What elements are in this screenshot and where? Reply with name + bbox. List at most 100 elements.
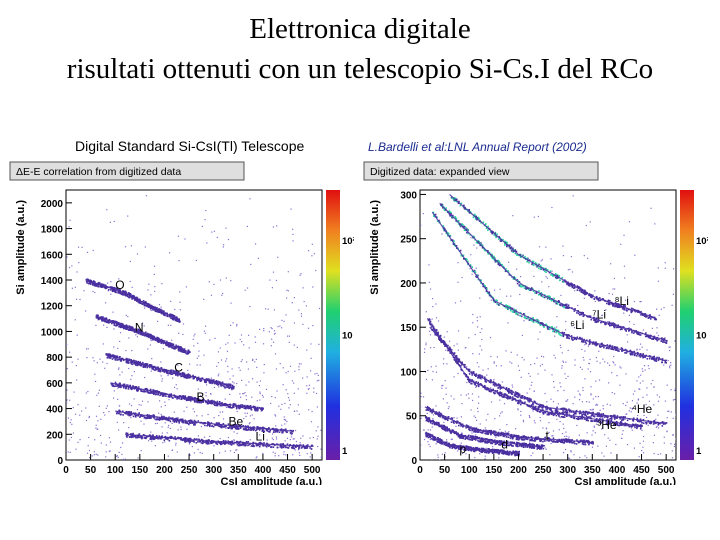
data-point (154, 436, 157, 439)
data-point (133, 329, 135, 331)
data-point (213, 382, 216, 385)
data-point (495, 236, 497, 239)
data-point (147, 306, 150, 308)
noise-point (472, 313, 474, 316)
noise-point (620, 367, 622, 369)
noise-point (131, 375, 133, 377)
data-point (215, 383, 218, 385)
data-point (567, 307, 569, 309)
noise-point (592, 408, 594, 411)
noise-point (625, 373, 627, 375)
noise-point (431, 459, 433, 460)
data-point (262, 444, 264, 447)
data-point (487, 225, 490, 228)
noise-point (193, 335, 195, 337)
data-point (137, 300, 139, 303)
noise-point (69, 399, 71, 401)
noise-point (273, 309, 276, 311)
noise-point (621, 433, 623, 435)
data-point (284, 428, 286, 431)
noise-point (272, 451, 274, 453)
noise-point (431, 379, 434, 381)
noise-point (590, 394, 592, 396)
data-point (524, 255, 526, 258)
noise-point (468, 337, 470, 339)
data-point (172, 419, 174, 422)
data-point (95, 316, 98, 319)
noise-point (602, 405, 604, 407)
data-point (99, 318, 101, 320)
data-point (306, 444, 309, 446)
data-point (185, 376, 187, 379)
noise-point (636, 380, 638, 382)
noise-point (239, 369, 241, 371)
data-point (229, 425, 231, 428)
noise-point (227, 371, 229, 373)
data-point (120, 292, 123, 295)
noise-point (70, 436, 72, 439)
noise-point (106, 405, 108, 407)
data-point (503, 240, 506, 243)
noise-point (140, 449, 142, 452)
noise-point (590, 393, 592, 395)
series-line (105, 354, 234, 388)
data-point (181, 375, 184, 377)
data-point (156, 306, 158, 309)
noise-point (121, 453, 123, 456)
data-point (128, 362, 130, 364)
data-point (123, 383, 126, 386)
data-point (187, 376, 190, 379)
noise-point (127, 315, 129, 318)
data-point (222, 439, 225, 442)
data-point (540, 295, 543, 297)
noise-point (601, 428, 603, 430)
noise-point (209, 435, 211, 438)
data-point (182, 372, 185, 375)
data-point (205, 401, 207, 403)
data-point (125, 410, 128, 413)
noise-point (287, 271, 289, 273)
noise-point (518, 369, 521, 371)
noise-point (548, 431, 550, 434)
data-point (216, 424, 219, 427)
data-point (150, 364, 153, 366)
noise-point (590, 386, 592, 388)
data-point (276, 446, 279, 449)
data-point (158, 341, 160, 343)
noise-point (656, 308, 658, 310)
data-point (126, 295, 129, 298)
data-point (451, 216, 453, 219)
data-point (108, 357, 111, 359)
noise-point (204, 325, 207, 327)
noise-point (271, 437, 273, 439)
noise-point (196, 357, 198, 359)
data-point (206, 402, 209, 405)
noise-point (669, 346, 671, 348)
noise-point (195, 259, 197, 262)
noise-point (286, 437, 289, 439)
data-point (141, 303, 143, 305)
noise-point (311, 410, 313, 413)
data-point (559, 303, 561, 306)
data-point (612, 304, 615, 306)
noise-point (615, 443, 617, 446)
data-point (187, 376, 190, 378)
series-annotation: N (135, 320, 144, 334)
data-point (597, 298, 599, 301)
data-point (177, 396, 180, 398)
noise-point (487, 413, 489, 415)
noise-point (92, 290, 94, 293)
data-point (656, 356, 658, 359)
data-point (172, 369, 175, 372)
data-point (177, 345, 179, 347)
noise-point (109, 221, 111, 223)
data-point (174, 346, 176, 349)
data-point (144, 437, 147, 440)
data-point (208, 442, 210, 445)
noise-point (546, 401, 548, 403)
noise-point (317, 426, 319, 428)
data-point (146, 414, 149, 416)
noise-point (521, 334, 524, 337)
noise-point (642, 452, 645, 454)
data-point (266, 442, 268, 445)
